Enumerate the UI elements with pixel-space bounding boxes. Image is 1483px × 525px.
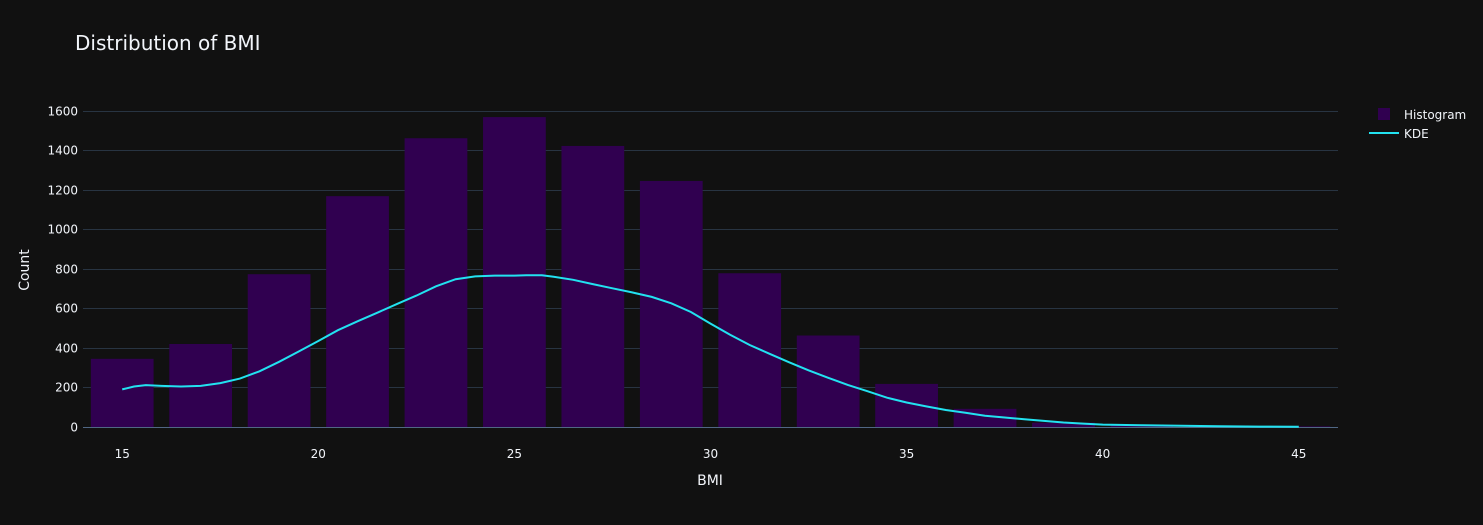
chart-title: Distribution of BMI: [75, 31, 261, 55]
legend-item-kde[interactable]: KDE: [1369, 127, 1429, 141]
histogram-bar[interactable]: [875, 383, 938, 427]
x-axis-title: BMI: [697, 473, 723, 489]
y-tick-label: 400: [55, 342, 78, 356]
x-tick-label: 15: [115, 447, 130, 461]
histogram-bar[interactable]: [404, 138, 468, 427]
kde-line[interactable]: [121, 274, 1299, 428]
x-tick-label: 30: [703, 447, 718, 461]
y-tick-label: 800: [55, 263, 78, 277]
y-tick-label: 0: [70, 421, 78, 435]
y-tick-label: 600: [55, 302, 78, 316]
y-tick-label: 1000: [47, 223, 78, 237]
x-tick-labels: 15 20 25 30 35 40 45: [115, 447, 1307, 461]
x-tick-label: 25: [507, 447, 522, 461]
y-tick-label: 200: [55, 381, 78, 395]
x-tick-label: 35: [899, 447, 914, 461]
y-axis-title: Count: [17, 249, 33, 291]
x-tick-label: 40: [1095, 447, 1110, 461]
histogram-bar[interactable]: [561, 145, 625, 428]
legend[interactable]: Histogram KDE: [1369, 108, 1466, 141]
histogram-bar[interactable]: [718, 273, 782, 427]
legend-label-kde: KDE: [1404, 127, 1429, 141]
histogram-bar[interactable]: [483, 117, 546, 427]
legend-item-histogram[interactable]: Histogram: [1378, 108, 1466, 122]
x-tick-label: 20: [311, 447, 326, 461]
histogram-bar[interactable]: [90, 358, 154, 427]
legend-label-histogram: Histogram: [1404, 108, 1466, 122]
x-tick-label: 45: [1291, 447, 1306, 461]
histogram-legend-swatch: [1378, 108, 1390, 120]
histogram-bar[interactable]: [1032, 422, 1095, 427]
histogram-bar[interactable]: [796, 335, 860, 427]
y-tick-label: 1400: [47, 144, 78, 158]
y-tick-label: 1200: [47, 184, 78, 198]
y-tick-labels: 0 200 400 600 800 1000 1200 1400 1600: [47, 105, 78, 435]
y-tick-label: 1600: [47, 105, 78, 119]
